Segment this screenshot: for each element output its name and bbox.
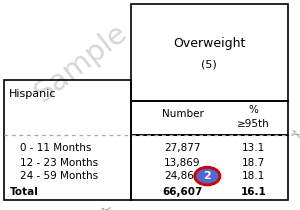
Text: (5): (5): [201, 59, 217, 69]
Text: 16.1: 16.1: [241, 186, 266, 197]
Bar: [130, 135, 288, 200]
Text: 0 - 11 Months: 0 - 11 Months: [20, 143, 92, 153]
Text: 24 - 59 Months: 24 - 59 Months: [20, 171, 98, 181]
Bar: [130, 101, 288, 135]
Text: Overweight: Overweight: [173, 37, 245, 50]
Text: Sample: Sample: [29, 18, 133, 108]
Text: 2: 2: [203, 171, 211, 181]
Bar: [4, 80, 130, 200]
Text: Total: Total: [10, 186, 39, 197]
Text: 13.1: 13.1: [242, 143, 265, 153]
Text: 12 - 23 Months: 12 - 23 Months: [20, 158, 98, 168]
Text: %: %: [248, 105, 258, 115]
Text: Number: Number: [161, 109, 203, 119]
Text: ≥95th: ≥95th: [237, 119, 270, 129]
Text: 13,869: 13,869: [164, 158, 201, 168]
Bar: [130, 4, 288, 101]
Circle shape: [195, 167, 220, 185]
Text: 18.7: 18.7: [242, 158, 265, 168]
Text: 66,607: 66,607: [162, 186, 203, 197]
Text: ✂: ✂: [287, 127, 300, 144]
Text: 27,877: 27,877: [164, 143, 201, 153]
Text: Hispanic: Hispanic: [8, 89, 56, 100]
Text: ✂: ✂: [100, 203, 113, 210]
Text: 24,861: 24,861: [164, 171, 201, 181]
Text: 18.1: 18.1: [242, 171, 265, 181]
